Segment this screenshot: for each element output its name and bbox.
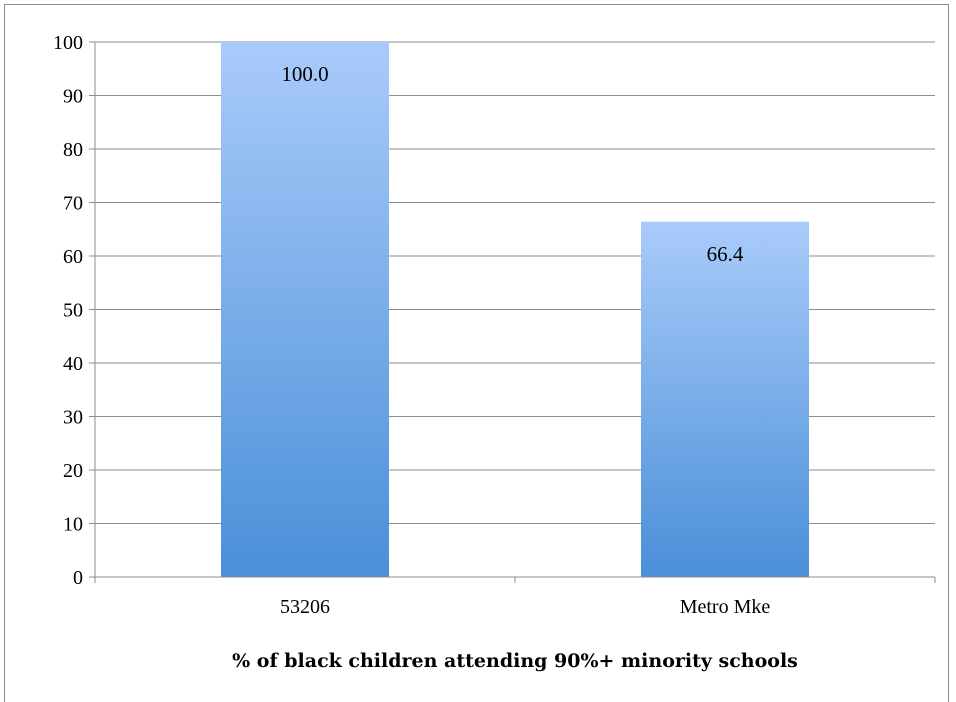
y-tick-label: 100 [53, 32, 83, 54]
y-tick-label: 20 [63, 460, 83, 482]
x-tick-label: 53206 [280, 596, 330, 618]
x-axis-title: % of black children attending 90%+ minor… [232, 650, 798, 672]
y-tick-label: 10 [63, 514, 83, 536]
axes [89, 41, 936, 583]
y-tick-label: 60 [63, 246, 83, 268]
data-label: 66.4 [707, 242, 744, 266]
bar [221, 42, 389, 577]
x-tick-label: Metro Mke [680, 596, 771, 618]
bars [221, 42, 809, 577]
y-tick-label: 50 [63, 300, 83, 322]
data-label: 100.0 [281, 62, 328, 86]
y-tick-label: 30 [63, 407, 83, 429]
y-tick-label: 80 [63, 139, 83, 161]
labels: 0 10 20 30 40 50 60 70 80 90 100 100.0 53206 66.4 Metr… [53, 32, 770, 618]
y-tick-label: 0 [73, 567, 83, 589]
y-tick-label: 70 [63, 193, 83, 215]
bar [641, 221, 809, 577]
y-tick-label: 40 [63, 353, 83, 375]
y-tick-label: 90 [63, 86, 83, 108]
